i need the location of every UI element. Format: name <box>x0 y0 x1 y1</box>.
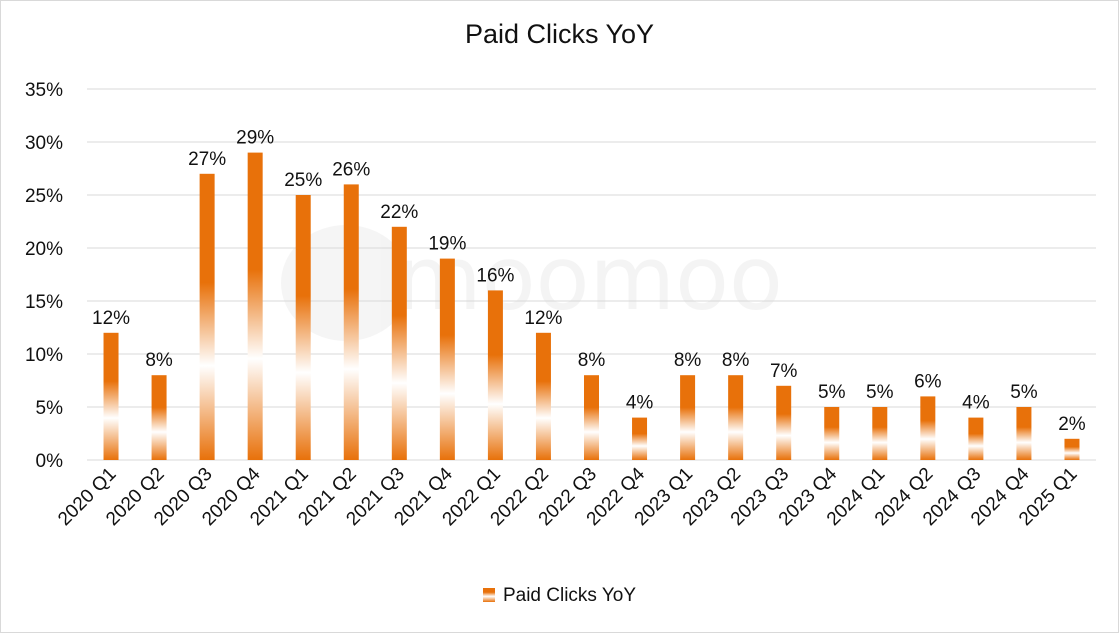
bar <box>584 375 599 460</box>
bar <box>295 195 311 460</box>
y-tick-label: 0% <box>36 451 64 472</box>
y-tick-label: 5% <box>36 398 64 419</box>
data-label: 16% <box>476 265 514 286</box>
data-label: 8% <box>145 350 173 371</box>
y-tick-label: 20% <box>25 239 63 260</box>
data-label: 22% <box>380 202 418 223</box>
legend: Paid Clicks YoY <box>1 585 1118 607</box>
y-tick-label: 35% <box>25 80 63 101</box>
bar <box>391 226 407 460</box>
bar <box>1016 407 1032 460</box>
bar <box>968 417 984 460</box>
legend-swatch <box>482 588 495 602</box>
bar <box>247 152 263 460</box>
y-tick-label: 25% <box>25 186 63 207</box>
data-label: 6% <box>914 371 942 392</box>
bar <box>343 184 359 460</box>
data-label: 5% <box>818 382 846 403</box>
bar <box>151 375 167 460</box>
chart-title: Paid Clicks YoY <box>464 19 655 49</box>
bar <box>632 417 648 460</box>
data-label: 29% <box>236 128 274 149</box>
bar <box>728 375 744 460</box>
data-label: 4% <box>626 393 654 414</box>
y-tick-label: 10% <box>25 345 63 366</box>
data-label: 25% <box>284 170 322 191</box>
data-label: 4% <box>962 393 990 414</box>
data-label: 27% <box>188 149 226 170</box>
y-tick-label: 15% <box>25 292 63 313</box>
bar <box>776 385 792 460</box>
bar <box>103 332 119 460</box>
data-label: 12% <box>524 308 562 329</box>
data-label: 5% <box>1010 382 1038 403</box>
data-label: 8% <box>722 350 750 371</box>
data-label: 2% <box>1058 414 1086 435</box>
bar <box>535 332 551 460</box>
data-label: 7% <box>770 361 798 382</box>
bar <box>920 396 936 460</box>
data-label: 8% <box>578 350 606 371</box>
legend-label: Paid Clicks YoY <box>502 585 637 606</box>
bar <box>872 407 888 460</box>
data-label: 19% <box>428 234 466 255</box>
bar <box>680 375 696 460</box>
bar <box>199 173 215 461</box>
data-label: 26% <box>332 159 370 180</box>
bar <box>824 407 840 460</box>
watermark-text: moomoo <box>396 227 783 330</box>
data-label: 12% <box>92 308 130 329</box>
bar <box>487 290 503 460</box>
data-label: 5% <box>866 382 894 403</box>
bar <box>439 258 455 460</box>
bar <box>1064 438 1080 460</box>
y-tick-label: 30% <box>25 133 63 154</box>
data-label: 8% <box>674 350 702 371</box>
